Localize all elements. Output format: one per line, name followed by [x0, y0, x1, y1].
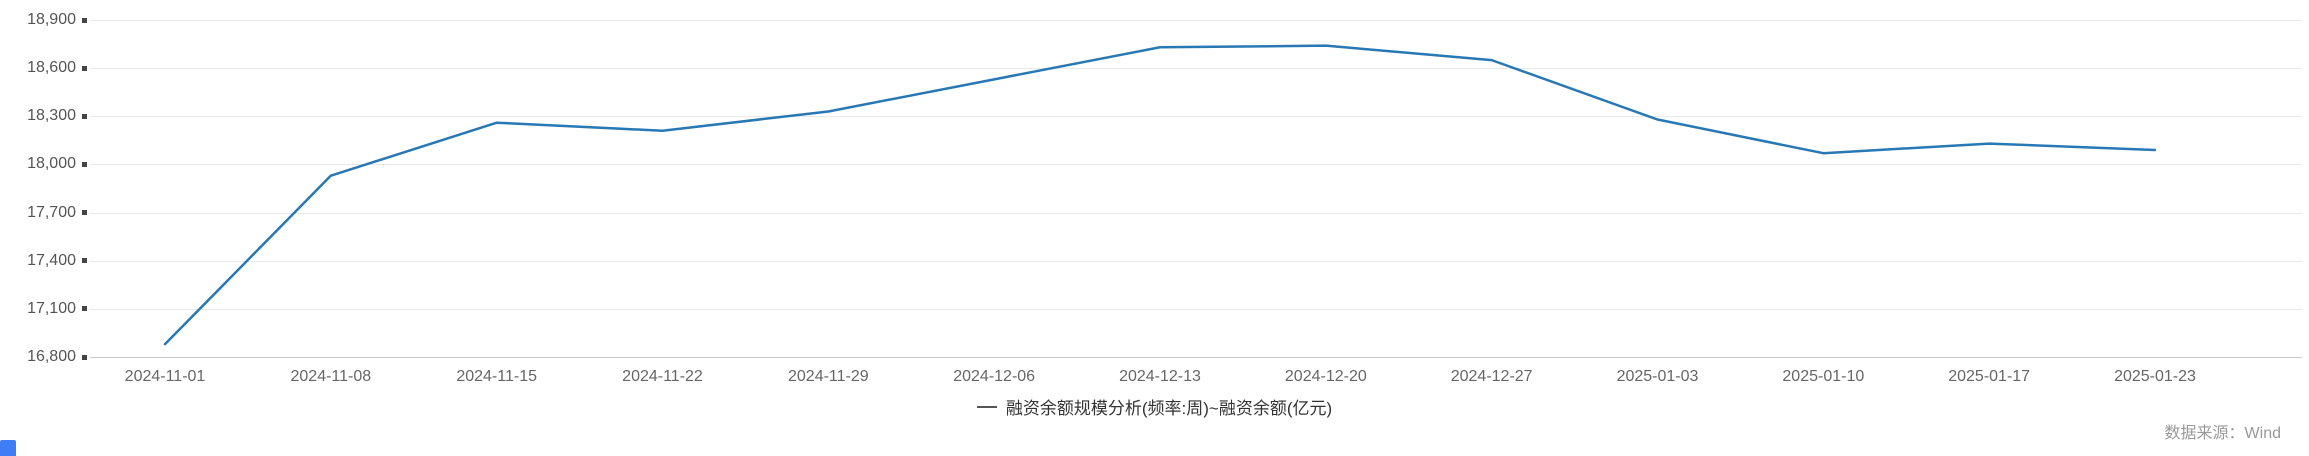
- corner-accent: [0, 440, 16, 456]
- x-axis-tick-label: 2024-12-27: [1450, 368, 1533, 385]
- y-axis-tick-icon: [82, 210, 87, 216]
- x-axis-tick-label: 2025-01-17: [1948, 368, 2031, 385]
- x-axis-tick-label: 2024-11-15: [456, 368, 537, 385]
- y-axis-tick-label: 17,100: [27, 299, 76, 317]
- gridline: [90, 308, 2302, 310]
- y-axis-tick-icon: [82, 354, 87, 360]
- x-axis-tick-label: 2024-12-13: [1119, 368, 1201, 385]
- y-axis-tick-icon: [82, 113, 87, 119]
- y-axis-tick-icon: [82, 258, 87, 264]
- x-axis-line: [90, 357, 2302, 358]
- gridline: [90, 260, 2302, 262]
- line-series-marker-icon: [976, 405, 997, 408]
- gridline: [90, 164, 2302, 166]
- data-source-label: 数据来源：Wind: [2164, 425, 2281, 442]
- gridline: [90, 20, 2302, 21]
- y-axis-tick-icon: [82, 17, 87, 23]
- y-axis-tick-label: 18,300: [27, 107, 76, 125]
- gridline: [90, 68, 2302, 70]
- y-axis-tick-label: 17,700: [27, 203, 76, 221]
- y-axis-tick-label: 16,800: [27, 348, 76, 365]
- y-axis-tick-label: 18,600: [27, 59, 76, 77]
- y-axis-tick-label: 18,900: [27, 11, 76, 28]
- y-axis-tick-label: 18,000: [27, 155, 76, 173]
- x-axis-tick-label: 2024-12-20: [1284, 368, 1367, 385]
- legend-item[interactable]: 融资余额规模分析(频率:周)~融资余额(亿元): [0, 394, 2309, 419]
- x-axis-tick-label: 2024-11-01: [124, 368, 206, 385]
- y-axis-tick-icon: [82, 306, 87, 312]
- x-axis-tick-label: 2024-11-08: [290, 368, 372, 385]
- x-axis-tick-label: 2024-11-29: [788, 368, 869, 385]
- gridline: [90, 212, 2302, 214]
- x-axis-tick-label: 2024-11-22: [622, 368, 703, 385]
- x-axis-tick-label: 2025-01-10: [1782, 368, 1865, 385]
- legend-label: 融资余额规模分析(频率:周)~融资余额(亿元): [1005, 399, 1333, 418]
- x-axis-tick-label: 2024-12-06: [953, 368, 1036, 385]
- series-line: [163, 44, 2157, 346]
- y-axis-tick-label: 17,400: [27, 251, 76, 269]
- x-axis-tick-label: 2025-01-03: [1616, 368, 1699, 385]
- y-axis-tick-icon: [82, 65, 87, 71]
- y-axis-tick-icon: [82, 161, 87, 167]
- gridline: [90, 116, 2302, 118]
- x-axis-tick-label: 2025-01-23: [2114, 368, 2196, 385]
